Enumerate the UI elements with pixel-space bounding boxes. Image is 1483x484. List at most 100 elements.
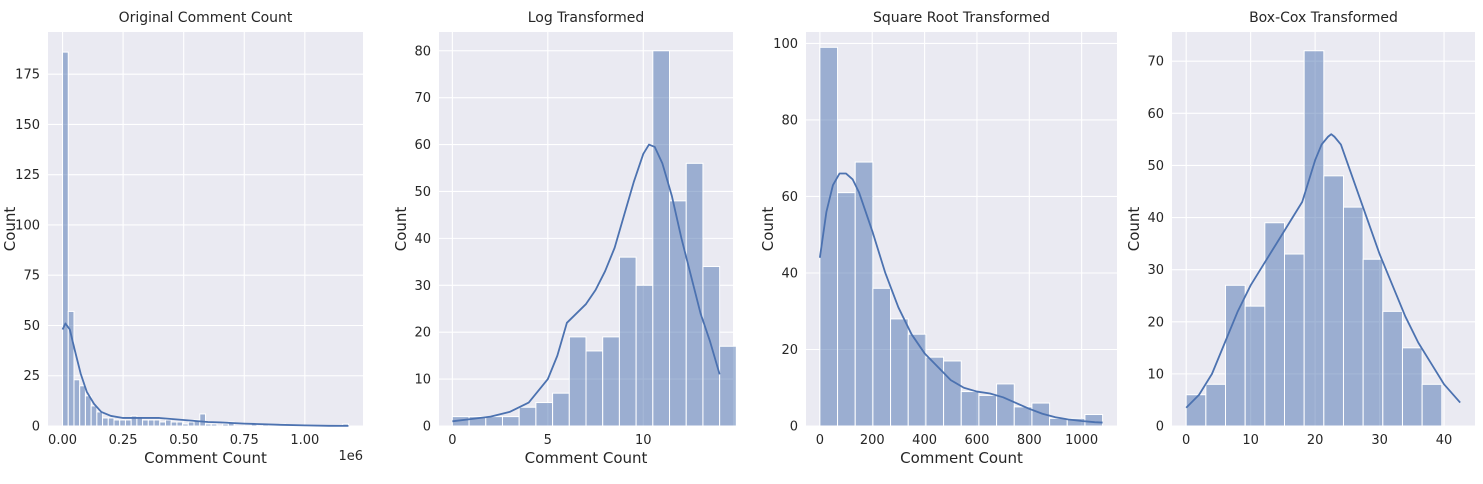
- histogram-bars: [819, 46, 1104, 427]
- histogram-bar: [199, 413, 207, 427]
- x-tick-label: 800: [1017, 433, 1042, 448]
- histogram-bar: [585, 350, 604, 427]
- histogram-bar: [205, 423, 212, 427]
- chart-title: Square Root Transformed: [873, 10, 1050, 26]
- x-tick-label: 400: [912, 433, 937, 448]
- histogram-bar: [113, 419, 121, 427]
- histogram-bar: [501, 416, 520, 427]
- histogram-bar: [1185, 394, 1207, 427]
- x-tick-label: 200: [860, 433, 885, 448]
- histogram-bar: [1362, 258, 1384, 427]
- histogram-bar: [635, 284, 654, 427]
- chart-panel-3: 0 200 400 600 800 1000 0 20 40 60 80 100 Square Root…: [759, 10, 1117, 467]
- x-tick-label: 40: [1436, 433, 1453, 448]
- histogram-bar: [925, 356, 945, 427]
- y-tick-label: 80: [414, 44, 431, 59]
- y-tick-label: 60: [1147, 107, 1164, 122]
- x-tick-label: 10: [1242, 433, 1259, 448]
- histogram-bar: [1013, 406, 1033, 427]
- histogram-bar: [67, 310, 75, 427]
- histogram-bar: [854, 161, 874, 427]
- x-tick-label: 0: [816, 433, 824, 448]
- kde-line: [452, 143, 721, 423]
- x-tick-label: 0: [1182, 433, 1190, 448]
- histogram-bar: [124, 419, 132, 427]
- y-tick-label: 175: [15, 68, 40, 83]
- kde-line: [818, 172, 1103, 424]
- histogram-bar: [153, 419, 161, 427]
- y-tick-label: 10: [1147, 367, 1164, 382]
- y-tick-label: 0: [423, 420, 431, 435]
- histogram-bar: [602, 336, 620, 427]
- y-tick-label: 75: [23, 269, 40, 284]
- histogram-bars: [451, 50, 737, 427]
- histogram-bar: [1421, 383, 1443, 427]
- y-tick-label: 0: [790, 420, 798, 435]
- histogram-bar: [996, 383, 1015, 427]
- histogram-bar: [73, 379, 81, 427]
- y-tick-label: 30: [414, 279, 431, 294]
- y-tick-label: 10: [414, 373, 431, 388]
- chart-title: Log Transformed: [528, 10, 645, 26]
- histogram-bar: [227, 421, 235, 427]
- kde-line: [61, 322, 349, 427]
- y-tick-label: 60: [781, 190, 798, 205]
- histogram-bar: [170, 421, 178, 427]
- x-tick-label: 0.50: [169, 433, 198, 448]
- histogram-bar: [62, 51, 69, 427]
- histogram-bar: [568, 336, 587, 427]
- histogram-bar: [159, 421, 166, 427]
- y-tick-label: 125: [15, 168, 40, 183]
- histogram-bar: [90, 405, 98, 427]
- y-tick-label: 0: [32, 420, 40, 435]
- histogram-bar: [222, 423, 229, 427]
- y-axis-label: Count: [1125, 207, 1143, 252]
- y-tick-label: 70: [1147, 55, 1164, 70]
- x-tick-label: 1000: [1065, 433, 1098, 448]
- x-tick-label: 5: [544, 433, 552, 448]
- y-tick-label: 20: [1147, 315, 1164, 330]
- histogram-bar: [210, 423, 218, 427]
- x-axis-label: Comment Count: [525, 449, 648, 467]
- y-tick-label: 100: [15, 218, 40, 233]
- x-tick-label: 30: [1371, 433, 1388, 448]
- histogram-bar: [978, 394, 998, 427]
- y-tick-label: 50: [23, 319, 40, 334]
- histogram-bars: [62, 51, 349, 427]
- histogram-bar: [1283, 253, 1305, 427]
- histogram-bar: [164, 419, 172, 427]
- histogram-bar: [1264, 222, 1285, 427]
- histogram-bar: [960, 391, 980, 427]
- histogram-bar: [187, 421, 195, 427]
- histogram-bar: [552, 392, 570, 427]
- histogram-bar: [685, 162, 704, 427]
- x-tick-label: 0.75: [230, 433, 259, 448]
- y-tick-label: 40: [781, 266, 798, 281]
- histogram-bar: [84, 395, 92, 427]
- histogram-bar: [1084, 414, 1104, 427]
- chart-panel-2: 0 5 10 0 10 20 30 40 50 60 70 80 Log Transformed Comm…: [392, 10, 737, 467]
- y-tick-label: 20: [781, 343, 798, 358]
- chart-panel-4: 0 10 20 30 40 0 10 20 30 40 50 60 70 Box-Cox Transfor…: [1125, 10, 1475, 448]
- x-axis-offset-label: 1e6: [338, 449, 363, 464]
- y-tick-label: 80: [781, 113, 798, 128]
- x-tick-label: 20: [1307, 433, 1324, 448]
- histogram-bar: [182, 423, 189, 427]
- histogram-bar: [1225, 284, 1246, 427]
- y-axis-label: Count: [759, 207, 777, 252]
- histogram-bar: [618, 256, 637, 427]
- y-tick-label: 40: [1147, 211, 1164, 226]
- y-tick-label: 30: [1147, 263, 1164, 278]
- y-tick-label: 70: [414, 91, 431, 106]
- histogram-bar: [136, 417, 144, 427]
- histogram-bar: [837, 192, 856, 427]
- y-tick-label: 20: [414, 326, 431, 341]
- histogram-bars: [1185, 50, 1443, 427]
- histogram-bar: [147, 419, 155, 427]
- histogram-bar: [1323, 175, 1344, 427]
- histogram-bar: [1244, 305, 1266, 427]
- histogram-bar: [890, 318, 909, 427]
- histogram-bar: [96, 411, 104, 427]
- y-tick-label: 40: [414, 232, 431, 247]
- x-tick-label: 1.00: [290, 433, 319, 448]
